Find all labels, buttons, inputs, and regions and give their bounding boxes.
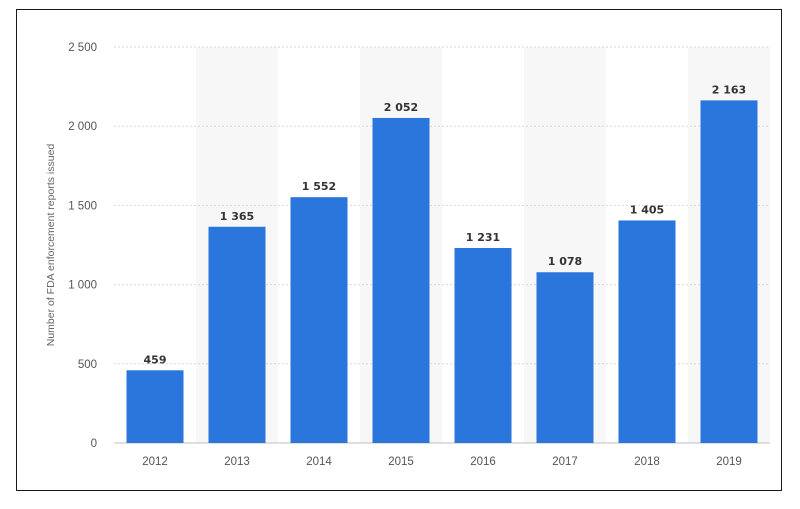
y-tick-label: 0 <box>91 438 97 450</box>
data-label: 2 163 <box>712 83 746 96</box>
y-tick-label: 2 000 <box>68 121 97 133</box>
bar <box>126 370 184 443</box>
x-tick-label: 2017 <box>552 456 578 468</box>
bar <box>536 272 594 443</box>
x-tick-label: 2016 <box>470 456 496 468</box>
data-label: 2 052 <box>384 101 418 114</box>
y-tick-label: 2 500 <box>68 42 97 54</box>
y-axis-label: Number of FDA enforcement reports issued <box>45 144 57 347</box>
bar <box>372 117 430 444</box>
bar <box>208 226 266 443</box>
data-label: 1 231 <box>466 231 500 244</box>
x-tick-label: 2019 <box>716 456 742 468</box>
y-tick-label: 1 500 <box>68 200 97 212</box>
x-tick-label: 2013 <box>224 456 250 468</box>
bar <box>454 248 512 443</box>
bar <box>290 197 348 443</box>
y-tick-label: 500 <box>78 359 97 371</box>
bars <box>126 100 758 444</box>
data-label: 1 405 <box>630 203 664 216</box>
y-axis-ticks: 0 500 1 000 1 500 2 000 2 500 <box>68 42 97 450</box>
x-axis-ticks: 2012 2013 2014 2015 2016 2017 2018 2019 <box>142 456 742 468</box>
data-label: 1 365 <box>220 210 254 223</box>
x-tick-label: 2018 <box>634 456 660 468</box>
x-tick-label: 2015 <box>388 456 414 468</box>
data-labels: 459 1 365 1 552 2 052 1 231 1 078 1 405 2 163 <box>144 83 747 366</box>
bar <box>700 100 758 443</box>
data-label: 459 <box>144 353 167 366</box>
y-tick-label: 1 000 <box>68 280 97 292</box>
x-tick-label: 2014 <box>306 456 332 468</box>
bar <box>618 220 676 443</box>
x-tick-label: 2012 <box>142 456 168 468</box>
data-label: 1 552 <box>302 180 336 193</box>
data-label: 1 078 <box>548 255 582 268</box>
